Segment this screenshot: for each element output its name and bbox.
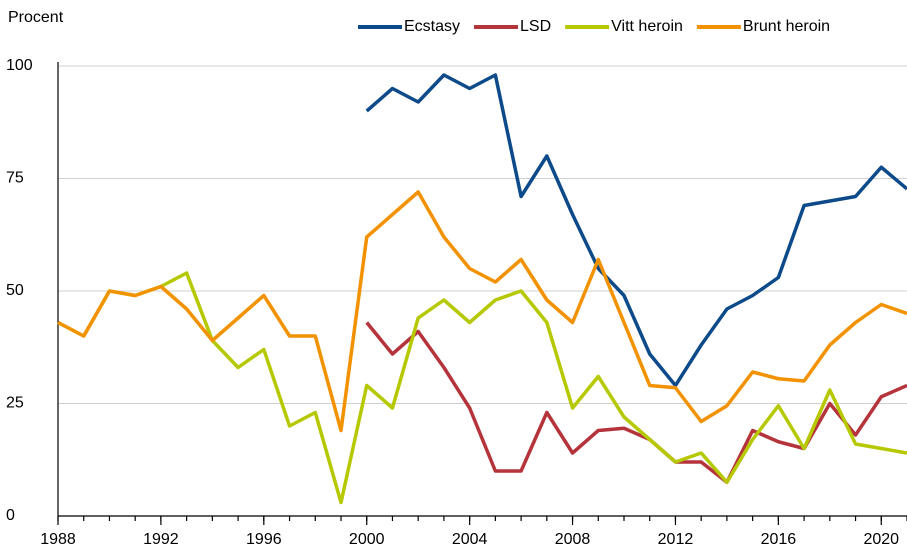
data-line [57, 271, 907, 505]
x-tick-label: 2016 [761, 531, 797, 548]
x-tick-label: 2004 [452, 531, 488, 548]
x-tick-label: 2012 [658, 531, 694, 548]
y-tick-label: 25 [6, 395, 24, 412]
y-axis-label: Procent [8, 9, 64, 26]
data-line [365, 73, 907, 388]
x-tick-label: 2000 [349, 531, 385, 548]
legend-label: Brunt heroin [743, 18, 830, 35]
legend-label: Vitt heroin [611, 18, 683, 35]
data-line [365, 321, 907, 484]
y-tick-label: 75 [6, 170, 24, 187]
data-line [57, 190, 907, 433]
legend-label: LSD [520, 18, 551, 35]
y-tick-label: 100 [6, 57, 33, 74]
x-tick-label: 2020 [863, 531, 899, 548]
legend-label: Ecstasy [404, 18, 460, 35]
x-tick-label: 1988 [40, 531, 76, 548]
x-tick-label: 2008 [555, 531, 591, 548]
x-tick-label: 1992 [143, 531, 179, 548]
x-tick-label: 1996 [246, 531, 282, 548]
y-tick-label: 50 [6, 282, 24, 299]
y-tick-label: 0 [6, 507, 15, 524]
